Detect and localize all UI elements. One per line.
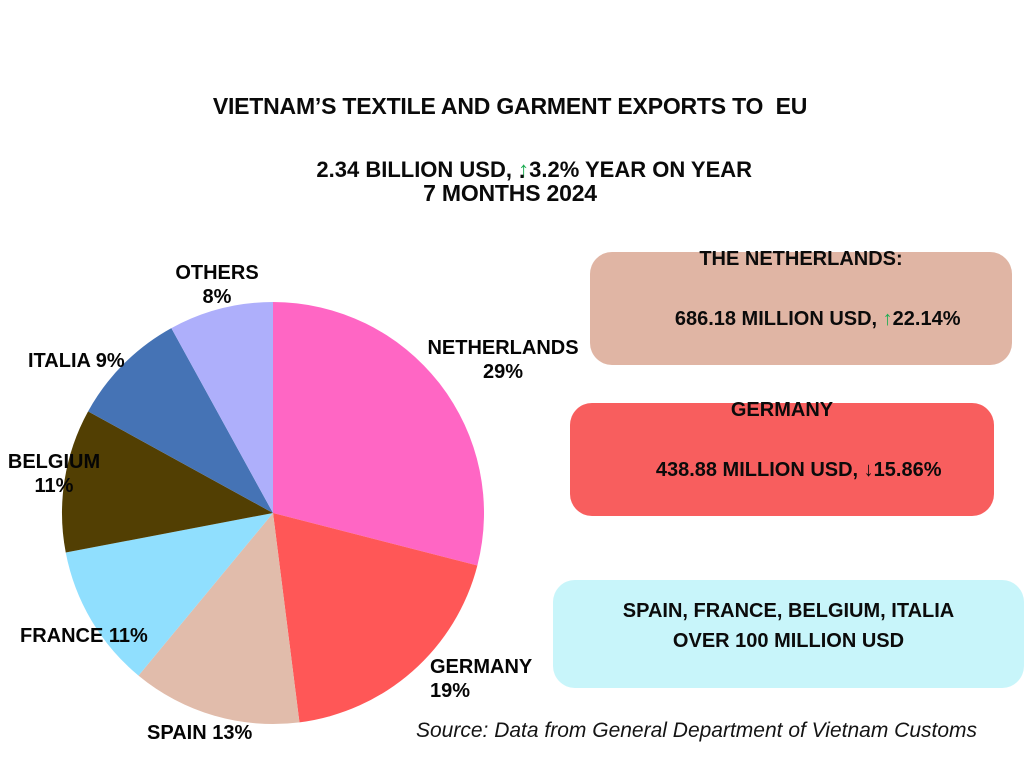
callout-group-countries-list: SPAIN, FRANCE, BELGIUM, ITALIA bbox=[622, 600, 955, 622]
pie-label-belgium: BELGIUM 11% bbox=[0, 450, 114, 498]
callout-germany: GERMANY 438.88 MILLION USD, ↓15.86% bbox=[570, 399, 994, 516]
callout-netherlands-usd: 686.18 MILLION USD, bbox=[674, 307, 883, 330]
pie-label-others-pct: 8% bbox=[202, 286, 232, 308]
callout-netherlands-value: 686.18 MILLION USD, ↑22.14% bbox=[641, 274, 961, 364]
pie-label-others: OTHERS 8% bbox=[157, 261, 277, 309]
pie-label-belgium-name: BELGIUM bbox=[7, 451, 101, 473]
pie-label-germany-name: GERMANY bbox=[430, 656, 533, 678]
pie-label-germany-pct: 19% bbox=[430, 680, 471, 702]
callout-group-countries: SPAIN, FRANCE, BELGIUM, ITALIA OVER 100 … bbox=[553, 580, 1024, 688]
pie-label-belgium-pct: 11% bbox=[34, 475, 74, 497]
pie-slice-netherlands bbox=[273, 302, 484, 566]
callout-germany-title: GERMANY bbox=[730, 398, 834, 421]
pie-label-netherlands-name: NETHERLANDS bbox=[427, 337, 579, 359]
pie-slice-france bbox=[65, 513, 274, 676]
pie-label-spain: SPAIN 13% bbox=[147, 721, 307, 745]
title-line-1: VIETNAM’S TEXTILE AND GARMENT EXPORTS TO… bbox=[212, 93, 808, 119]
up-arrow-icon: ↑ bbox=[882, 307, 893, 330]
pie-label-italia-name: ITALIA 9% bbox=[28, 350, 125, 372]
subtitle-value: 2.34 BILLION USD, bbox=[316, 157, 519, 182]
callout-germany-value: 438.88 MILLION USD, ↓15.86% bbox=[622, 425, 942, 515]
callout-germany-pct: 15.86% bbox=[873, 458, 942, 481]
pie-chart-wrap bbox=[61, 301, 485, 725]
pie-label-spain-name: SPAIN 13% bbox=[147, 722, 253, 744]
subtitle: 2.34 BILLION USD, ↑3.2% YEAR ON YEAR bbox=[0, 131, 1024, 209]
source-text: Source: Data from General Department of … bbox=[416, 719, 978, 742]
callout-germany-usd: 438.88 MILLION USD, bbox=[655, 458, 864, 481]
pie-label-others-name: OTHERS bbox=[175, 262, 259, 284]
subtitle-yoy: 3.2% YEAR ON YEAR bbox=[529, 157, 753, 182]
callout-netherlands: THE NETHERLANDS: 686.18 MILLION USD, ↑22… bbox=[590, 248, 1012, 365]
pie-slice-germany bbox=[273, 513, 478, 723]
pie-label-france: FRANCE 11% bbox=[20, 624, 180, 648]
callout-netherlands-title: THE NETHERLANDS: bbox=[699, 247, 903, 270]
pie-slice-italia bbox=[88, 328, 273, 513]
page-title: VIETNAM’S TEXTILE AND GARMENT EXPORTS TO… bbox=[0, 34, 1020, 266]
pie-label-netherlands: NETHERLANDS 29% bbox=[423, 336, 583, 384]
pie-label-italia: ITALIA 9% bbox=[28, 349, 168, 373]
callout-netherlands-pct: 22.14% bbox=[892, 307, 961, 330]
pie-label-netherlands-pct: 29% bbox=[482, 361, 524, 383]
pie-label-germany: GERMANY 19% bbox=[430, 655, 570, 703]
pie-slice-belgium bbox=[62, 411, 274, 553]
up-arrow-icon: ↑ bbox=[518, 157, 530, 182]
title-line-2: 7 MONTHS 2024 bbox=[423, 180, 597, 206]
pie-slice-others bbox=[171, 302, 273, 513]
subtitle-dot: . bbox=[518, 158, 526, 183]
down-arrow-icon: ↓ bbox=[863, 458, 874, 481]
pie-chart bbox=[62, 302, 484, 725]
pie-slice-spain bbox=[138, 513, 300, 725]
pie-label-france-name: FRANCE 11% bbox=[20, 625, 148, 647]
callout-group-countries-value: OVER 100 MILLION USD bbox=[672, 630, 905, 652]
